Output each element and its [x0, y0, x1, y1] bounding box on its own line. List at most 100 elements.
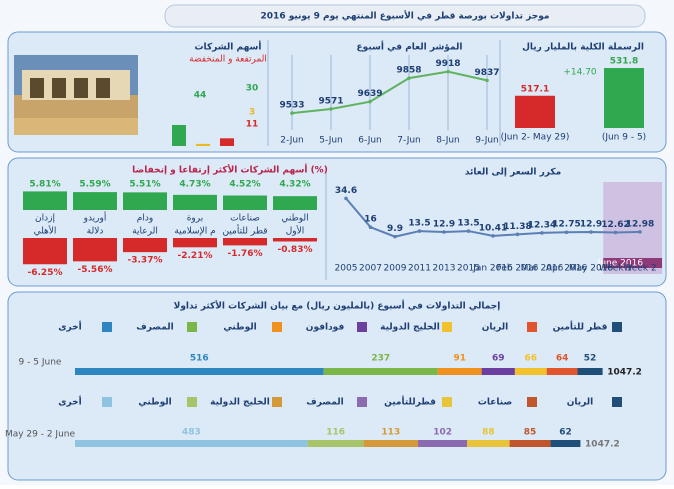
value-label: -5.56%: [78, 265, 113, 275]
panel: [7, 31, 667, 153]
point: [446, 69, 450, 74]
x-tick-label: 2007: [359, 264, 382, 274]
value-label: 116: [326, 428, 345, 438]
panel: [7, 291, 667, 481]
value-label: 237: [371, 354, 390, 364]
header-title: موجز تداولات بورصة قطر في الأسبوع المنته…: [261, 10, 550, 22]
legend-label: الريان: [482, 323, 509, 333]
value-label: 11: [246, 120, 259, 130]
point: [466, 229, 471, 233]
value-label: 12.9: [580, 220, 602, 230]
value-label: 4.32%: [279, 180, 310, 190]
bar: [515, 95, 555, 128]
value-label: 4.73%: [179, 180, 210, 190]
value-label: 88: [482, 428, 495, 438]
bar-segment: [481, 368, 515, 375]
value-label: 34.6: [335, 186, 357, 196]
category-label: ودام: [137, 214, 153, 224]
x-tick-label: May 2016: [569, 264, 614, 274]
bar: [172, 125, 186, 146]
total: 1047.2: [585, 440, 620, 450]
chart-title: المؤشر العام في أسبوع: [357, 41, 463, 53]
x-tick-label: 2015: [457, 264, 480, 274]
value-label: 9858: [396, 66, 421, 76]
x-tick-label: 2011: [408, 264, 431, 274]
legend-swatch: [527, 397, 537, 407]
value-label: -3.37%: [128, 256, 163, 266]
point: [442, 230, 446, 234]
value-label: 12.9: [433, 220, 455, 230]
value-label: 516: [190, 354, 209, 364]
value-label: 9571: [318, 96, 343, 106]
point: [564, 230, 569, 235]
annotation: June 2016: [597, 259, 644, 269]
legend-swatch: [272, 322, 282, 332]
value-label: 11.38: [503, 222, 531, 232]
week-label: 9 - 5 June: [19, 358, 62, 368]
point: [540, 231, 544, 235]
legend-label: الريان: [567, 398, 594, 408]
bar: [73, 238, 117, 262]
category-label: الرعاية: [132, 227, 158, 237]
category-label: م الإسلامية: [174, 227, 215, 237]
bar: [223, 238, 267, 246]
x-tick-label: Apr 2016: [546, 264, 588, 274]
value-label: 4.52%: [229, 180, 260, 190]
category-label: بروة: [187, 214, 204, 224]
bar-segment: [514, 368, 547, 375]
value-label: 13.5: [408, 219, 430, 229]
week-label: May 29 - 2 June: [5, 430, 76, 440]
legend-swatch: [442, 397, 452, 407]
value-label: 10.41: [479, 223, 507, 233]
category-label: إزدان: [35, 214, 55, 224]
chart-title: مكرر السعر إلى العائد: [465, 168, 561, 178]
bar: [73, 192, 117, 210]
bar: [173, 194, 217, 210]
legend-swatch: [612, 322, 622, 332]
point: [417, 229, 422, 233]
x-tick-label: 9-Jun: [475, 136, 499, 146]
legend-swatch: [357, 322, 367, 332]
legend-label: الوطني: [223, 323, 256, 333]
point: [589, 230, 593, 234]
value-label: 12.34: [528, 220, 556, 230]
value-label: 85: [524, 428, 537, 438]
bar: [23, 238, 67, 265]
legend-swatch: [357, 397, 367, 407]
bar-segment: [75, 368, 324, 375]
value-label: 9918: [435, 59, 460, 69]
bar: [23, 191, 67, 210]
total: 44: [194, 91, 207, 101]
legend-swatch: [442, 322, 452, 332]
bar-segment: [323, 368, 438, 375]
legend-label: المصرف: [136, 323, 173, 333]
value-label: 64: [556, 354, 569, 364]
header-banner: [164, 4, 646, 28]
legend-swatch: [187, 322, 197, 332]
chart-title: الرسملة الكلية بالمليار ريال: [522, 43, 644, 53]
annotation-box: [603, 258, 663, 268]
value-label: 3: [249, 108, 255, 118]
bar-segment: [577, 368, 603, 375]
point: [485, 78, 489, 83]
bar: [273, 238, 317, 242]
x-tick-label: Mar 2016: [521, 264, 564, 274]
value-label: 9.9: [387, 224, 403, 234]
point: [368, 99, 372, 104]
bar-segment: [550, 440, 581, 447]
x-tick-label: Week 1: [599, 264, 632, 274]
point: [638, 230, 642, 234]
panel: [7, 157, 667, 287]
bar: [196, 143, 210, 146]
category-label: دلالة: [87, 227, 104, 237]
value-label: 30: [246, 84, 259, 94]
point: [515, 232, 520, 237]
value-label: 5.59%: [79, 180, 110, 190]
category-label: الوطني: [281, 214, 308, 224]
value-label: 69: [492, 354, 505, 364]
value-label: -1.76%: [228, 249, 263, 259]
total: 1047.2: [607, 368, 642, 378]
point: [613, 230, 618, 235]
point: [290, 111, 294, 115]
point: [344, 196, 348, 201]
